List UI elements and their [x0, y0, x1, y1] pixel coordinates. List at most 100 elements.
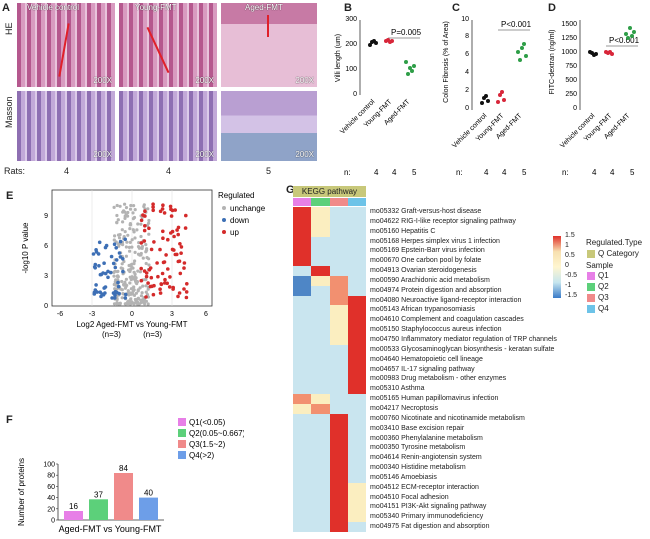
d-n: 5	[630, 168, 635, 177]
volcano-point-up	[155, 261, 159, 265]
c-ytick: 10	[461, 16, 469, 23]
heatmap-cell	[329, 275, 348, 286]
heatmap-cell	[347, 453, 366, 464]
volcano-point-unchange	[140, 291, 144, 295]
heatmap-cell	[311, 492, 330, 503]
f-legend-swatch	[178, 440, 186, 448]
c-n: 5	[522, 168, 527, 177]
heatmap-cell	[347, 256, 366, 267]
heatmap-cell	[329, 325, 348, 336]
volcano-point-unchange	[112, 302, 117, 306]
volcano-point-down	[98, 272, 103, 277]
heatmap-row	[293, 344, 366, 355]
sample-legend-label: Q3	[598, 293, 609, 302]
f-bar-label: 37	[94, 490, 103, 499]
heatmap-row	[293, 472, 366, 483]
heatmap-cell	[347, 305, 366, 316]
rats-count-vehicle: 4	[64, 166, 70, 176]
heatmap-cell	[329, 433, 348, 444]
volcano-point-unchange	[121, 220, 125, 224]
volcano-point-unchange	[115, 203, 119, 208]
heatmap-cell	[311, 216, 330, 227]
f-ylabel: Number of proteins	[17, 458, 26, 526]
heatmap-cell	[293, 325, 312, 336]
heatmap-cell	[293, 364, 312, 375]
volcano-point-unchange	[134, 299, 138, 303]
heatmap-row	[293, 443, 366, 454]
volcano-point-down	[97, 240, 102, 245]
kegg-heatmap	[293, 207, 366, 532]
volcano-point-unchange	[116, 278, 120, 282]
e-legend-down: down	[230, 216, 249, 225]
rats-count-aged: 5	[266, 166, 272, 176]
heatmap-row	[293, 463, 366, 473]
heatmap-cell	[311, 315, 330, 326]
heatmap-row	[293, 207, 366, 217]
c-ytick: 8	[465, 33, 469, 40]
heatmap-cell	[311, 502, 330, 513]
heatmap-cell	[293, 403, 312, 414]
volcano-point-up	[177, 259, 182, 263]
volcano-point-unchange	[128, 249, 132, 253]
heatmap-scale-ticks: 1.5 1 0.5 0 -0.5 -1 -1.5	[565, 232, 591, 302]
volcano-point-unchange	[121, 243, 125, 247]
volcano-point-unchange	[139, 234, 143, 239]
panel-label-d: D	[548, 2, 556, 14]
f-bar	[114, 473, 133, 520]
volcano-point-unchange	[118, 204, 122, 208]
sample-legend-label: Q2	[598, 282, 609, 291]
heatmap-row	[293, 374, 366, 385]
volcano-point-down	[116, 280, 120, 285]
volcano-point-up	[160, 207, 165, 211]
volcano-point-down	[111, 261, 116, 266]
heatmap-cell	[293, 433, 312, 444]
pathway-label: mo04975 Fat digestion and absorption	[370, 523, 490, 531]
heatmap-cell	[329, 482, 348, 493]
volcano-point-unchange	[116, 218, 120, 222]
volcano-point-up	[139, 278, 144, 283]
pathway-label: mo00340 Histidine metabolism	[370, 464, 466, 472]
heatmap-cell	[293, 354, 312, 365]
d-ytick: 500	[565, 77, 577, 84]
heatmap-cell	[329, 256, 348, 267]
heatmap-cell	[347, 433, 366, 444]
volcano-point-unchange	[115, 270, 119, 274]
volcano-point-up	[182, 287, 186, 291]
volcano-point-up	[170, 229, 175, 234]
volcano-point-unchange	[147, 218, 151, 223]
volcano-point-up	[142, 228, 147, 233]
volcano-point-unchange	[133, 250, 137, 254]
heatmap-row	[293, 482, 366, 493]
volcano-point-unchange	[144, 243, 148, 247]
volcano-point-up	[152, 240, 156, 244]
f-ytick: 100	[43, 462, 55, 469]
volcano-point-unchange	[134, 291, 138, 295]
volcano-point-up	[158, 209, 163, 214]
pathway-label: mo04610 Complement and coagulation casca…	[370, 316, 524, 324]
heatmap-cell	[293, 443, 312, 454]
volcano-point-unchange	[147, 263, 151, 267]
heatmap-cell	[293, 236, 312, 247]
volcano-point-down	[117, 251, 122, 255]
volcano-point-unchange	[118, 233, 122, 237]
volcano-point-up	[161, 236, 165, 240]
heatmap-cell	[311, 413, 330, 424]
heatmap-cell	[329, 344, 348, 355]
pathway-label: mo04510 Focal adhesion	[370, 493, 449, 501]
volcano-point-unchange	[130, 245, 134, 249]
e-ytick: 0	[44, 303, 48, 310]
volcano-point-unchange	[127, 245, 131, 249]
volcano-point-down	[100, 292, 104, 296]
volcano-point-down	[109, 254, 114, 259]
volcano-point-unchange	[121, 210, 125, 214]
volcano-point-unchange	[130, 275, 134, 279]
volcano-point-unchange	[135, 279, 139, 283]
heatmap-cell	[311, 295, 330, 306]
heatmap-cell	[329, 522, 348, 532]
volcano-point-unchange	[132, 230, 136, 234]
f-legend-label: Q4(>2)	[189, 451, 214, 460]
volcano-point-up	[147, 226, 151, 231]
volcano-point-down	[113, 296, 117, 300]
volcano-point-unchange	[143, 278, 147, 282]
heatmap-row	[293, 492, 366, 503]
